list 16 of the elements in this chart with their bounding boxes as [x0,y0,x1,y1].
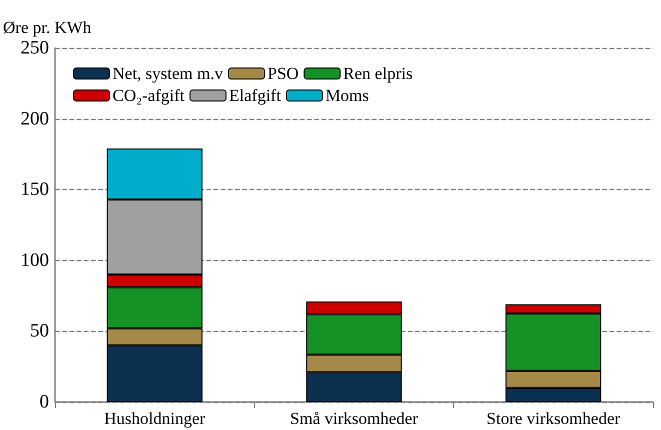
y-axis-title: Øre pr. KWh [3,18,92,37]
x-tick-label: Små virksomheder [290,409,418,428]
y-tick-label: 200 [20,108,49,130]
x-tick-label: Store virksomheder [486,409,620,428]
legend-label: Elafgift [229,86,282,105]
y-tick-label: 100 [20,250,49,271]
legend-label: PSO [267,64,299,83]
legend-label: Net, system m.v [112,64,224,83]
x-tick-label: Husholdninger [104,409,206,428]
y-tick-label: 50 [30,320,49,342]
legend-label: Moms [325,86,369,105]
y-tick-label: 250 [20,38,49,58]
legend-label: CO₂-afgift [112,86,185,105]
y-tick-label: 0 [40,392,49,412]
legend-label: Ren elpris [343,64,413,83]
y-tick-label: 150 [20,179,49,200]
